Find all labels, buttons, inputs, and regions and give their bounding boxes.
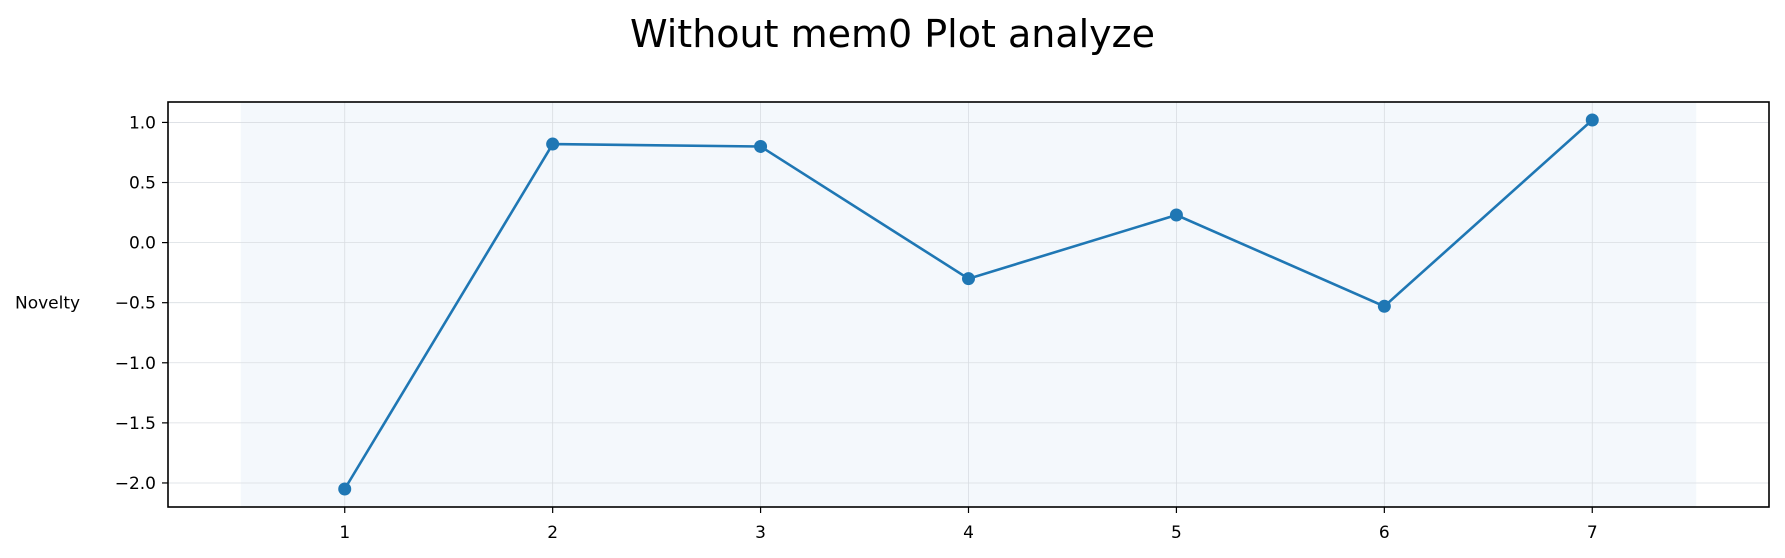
y-axis-label: Novelty [15,294,80,314]
x-tick-label-4: 4 [963,523,974,543]
data-point-1 [338,482,352,496]
y-tick-label-3: 0.0 [129,234,156,254]
x-tick-label-3: 3 [755,523,766,543]
y-tick-label-6: −1.5 [115,414,156,434]
x-tick-label-1: 1 [339,523,350,543]
data-points [338,113,1599,496]
axis-ticks: 1 2 3 4 5 6 7 1.0 0.5 0.0 −0.5 −1.0 −1.5 −2.0 [115,113,1598,543]
data-point-7 [1585,113,1599,127]
y-tick-label-5: −1.0 [115,354,156,374]
x-tick-label-7: 7 [1587,523,1598,543]
data-point-4 [962,272,975,286]
data-point-2 [546,137,560,151]
chart-title: Without mem0 Plot analyze [630,12,1155,56]
data-point-5 [1169,208,1183,222]
data-point-3 [754,139,768,153]
y-tick-label-2: 0.5 [129,174,156,194]
x-tick-label-6: 6 [1379,523,1390,543]
y-tick-label-7: −2.0 [115,474,156,494]
x-tick-label-5: 5 [1171,523,1182,543]
data-point-6 [1377,299,1391,313]
x-tick-label-2: 2 [547,523,558,543]
y-tick-label-4: −0.5 [115,294,156,314]
grid [168,102,1769,507]
y-tick-label-1: 1.0 [129,113,156,133]
